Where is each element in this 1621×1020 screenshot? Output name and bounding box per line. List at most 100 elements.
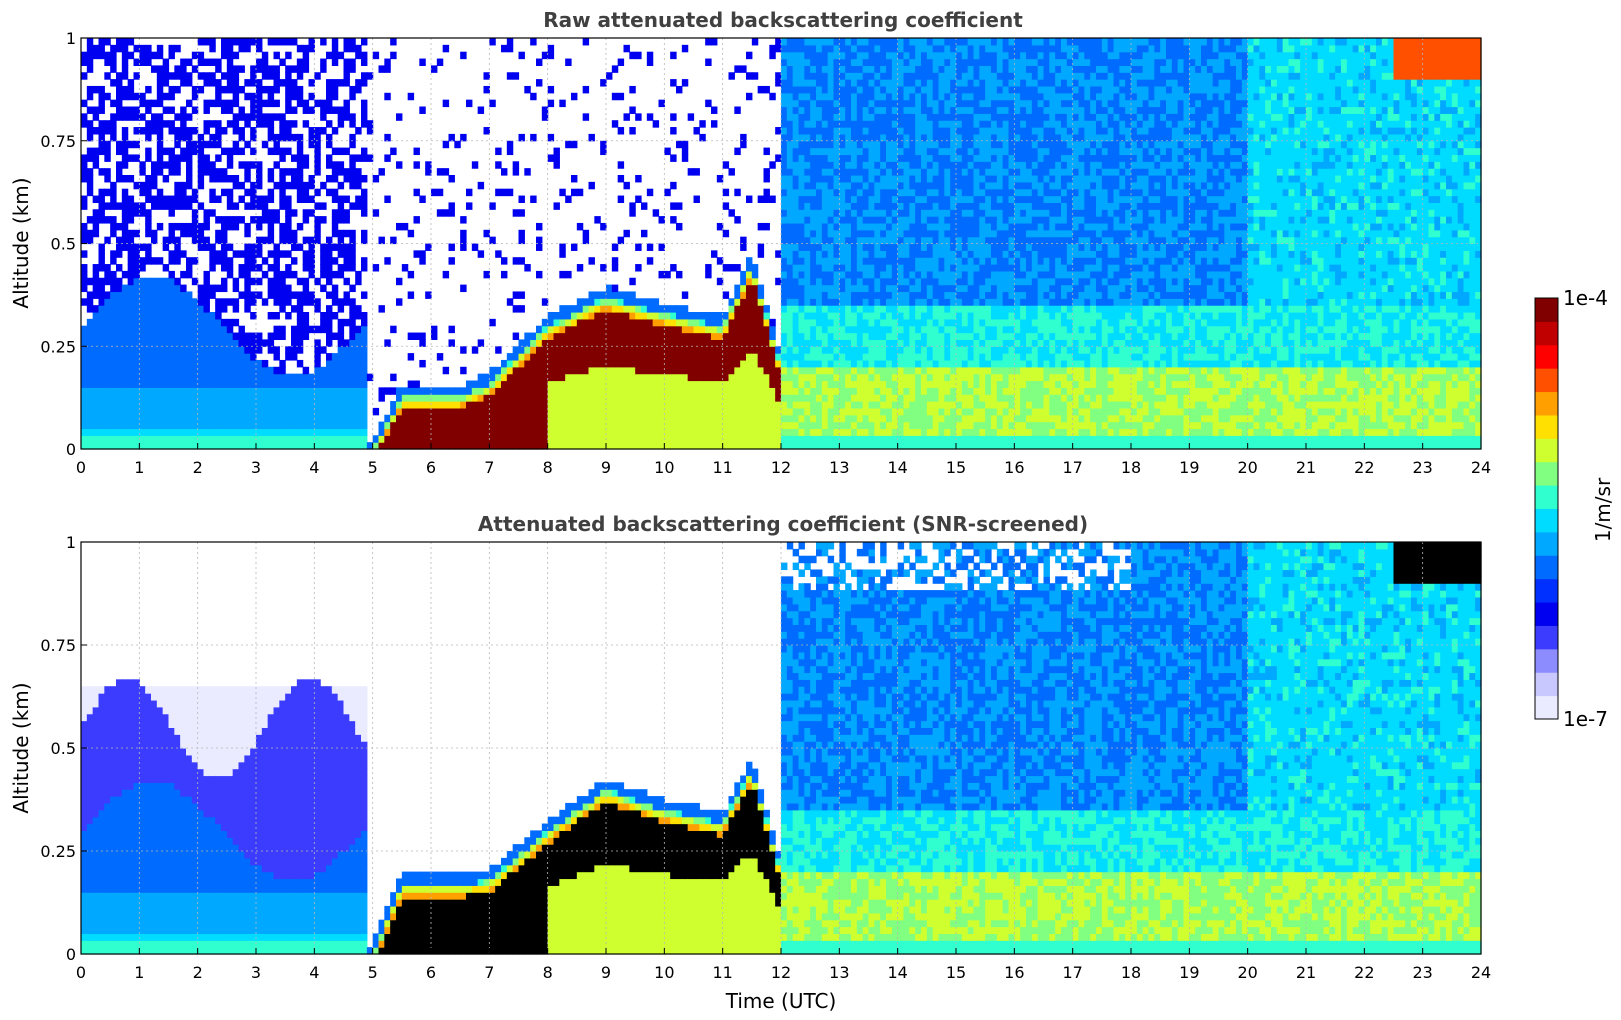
heatmap-cell bbox=[285, 380, 292, 388]
heatmap-cell bbox=[576, 421, 584, 430]
heatmap-cell bbox=[792, 181, 800, 190]
heatmap-cell bbox=[226, 407, 234, 416]
heatmap-cell bbox=[139, 359, 146, 368]
heatmap-cell bbox=[845, 113, 852, 121]
heatmap-cell bbox=[314, 154, 321, 162]
heatmap-cell bbox=[565, 373, 572, 382]
heatmap-cell bbox=[874, 168, 881, 176]
heatmap-cell bbox=[728, 421, 735, 430]
heatmap-cell bbox=[915, 359, 922, 368]
heatmap-cell bbox=[174, 113, 181, 121]
heatmap-cell bbox=[121, 428, 129, 436]
heatmap-cell bbox=[320, 407, 327, 416]
heatmap-cell bbox=[903, 284, 910, 293]
heatmap-cell bbox=[909, 38, 916, 46]
heatmap-cell bbox=[769, 195, 776, 203]
heatmap-cell bbox=[827, 401, 835, 409]
heatmap-cell bbox=[244, 305, 251, 313]
heatmap-cell bbox=[909, 318, 916, 327]
heatmap-cell bbox=[413, 380, 420, 388]
heatmap-cell bbox=[302, 188, 310, 197]
heatmap-cell bbox=[687, 325, 695, 334]
heatmap-cell bbox=[781, 291, 788, 299]
heatmap-cell bbox=[874, 325, 881, 334]
heatmap-cell bbox=[186, 318, 193, 327]
heatmap-cell bbox=[781, 65, 788, 73]
heatmap-cell bbox=[174, 257, 181, 265]
heatmap-cell bbox=[127, 442, 135, 450]
heatmap-cell bbox=[687, 380, 695, 388]
heatmap-cell bbox=[104, 318, 111, 327]
heatmap-cell bbox=[302, 366, 310, 375]
heatmap-cell bbox=[880, 291, 887, 299]
heatmap-cell bbox=[909, 394, 916, 402]
heatmap-cell bbox=[891, 291, 899, 299]
heatmap-cell bbox=[285, 236, 292, 245]
heatmap-cell bbox=[786, 277, 794, 286]
heatmap-cell bbox=[174, 181, 181, 190]
heatmap-cell bbox=[576, 366, 584, 375]
heatmap-cell bbox=[308, 401, 315, 409]
heatmap-cell bbox=[92, 229, 100, 238]
heatmap-cell bbox=[553, 380, 560, 388]
heatmap-cell bbox=[536, 222, 543, 231]
heatmap-cell bbox=[594, 373, 601, 382]
heatmap-cell bbox=[810, 373, 817, 382]
heatmap-cell bbox=[86, 332, 94, 340]
heatmap-cell bbox=[617, 435, 625, 443]
heatmap-cell bbox=[891, 257, 899, 265]
heatmap-cell bbox=[197, 373, 205, 382]
heatmap-cell bbox=[798, 394, 805, 402]
heatmap-cell bbox=[699, 401, 706, 409]
heatmap-cell bbox=[886, 154, 893, 162]
heatmap-cell bbox=[588, 332, 595, 340]
heatmap-cell bbox=[197, 58, 205, 66]
heatmap-cell bbox=[530, 421, 537, 430]
heatmap-cell bbox=[600, 421, 607, 430]
heatmap-cell bbox=[536, 236, 543, 245]
heatmap-cell bbox=[880, 353, 887, 361]
heatmap-cell bbox=[845, 325, 852, 334]
heatmap-cell bbox=[845, 318, 852, 327]
heatmap-cell bbox=[133, 181, 140, 190]
heatmap-cell bbox=[524, 85, 531, 94]
heatmap-cell bbox=[127, 346, 135, 354]
heatmap-cell bbox=[104, 202, 111, 210]
heatmap-cell bbox=[250, 257, 257, 265]
heatmap-cell bbox=[267, 373, 275, 382]
heatmap-cell bbox=[810, 120, 817, 128]
heatmap-cell bbox=[664, 414, 671, 423]
heatmap-cell bbox=[751, 312, 759, 320]
heatmap-cell bbox=[302, 44, 310, 53]
heatmap-cell bbox=[571, 92, 578, 101]
heatmap-cell bbox=[308, 435, 315, 443]
heatmap-cell bbox=[909, 305, 916, 313]
heatmap-cell bbox=[687, 394, 695, 402]
heatmap-cell bbox=[868, 175, 875, 183]
heatmap-cell bbox=[541, 332, 549, 340]
heatmap-cell bbox=[606, 72, 613, 80]
heatmap-cell bbox=[658, 325, 665, 334]
heatmap-cell bbox=[705, 270, 712, 279]
heatmap-cell bbox=[180, 373, 187, 382]
heatmap-cell bbox=[209, 346, 216, 354]
heatmap-cell bbox=[436, 414, 444, 423]
heatmap-cell bbox=[716, 435, 724, 443]
heatmap-cell bbox=[699, 318, 706, 327]
heatmap-cell bbox=[133, 257, 140, 265]
heatmap-cell bbox=[361, 236, 368, 245]
heatmap-cell bbox=[740, 270, 747, 279]
heatmap-cell bbox=[856, 325, 864, 334]
heatmap-cell bbox=[705, 421, 712, 430]
heatmap-cell bbox=[407, 414, 415, 423]
heatmap-cell bbox=[641, 346, 648, 354]
heatmap-cell bbox=[186, 168, 193, 176]
heatmap-cell bbox=[273, 332, 280, 340]
heatmap-cell bbox=[658, 346, 665, 354]
heatmap-cell bbox=[792, 380, 800, 388]
heatmap-cell bbox=[343, 291, 350, 299]
heatmap-cell bbox=[874, 428, 881, 436]
heatmap-cell bbox=[361, 154, 368, 162]
heatmap-cell bbox=[256, 120, 263, 128]
heatmap-cell bbox=[256, 407, 263, 416]
